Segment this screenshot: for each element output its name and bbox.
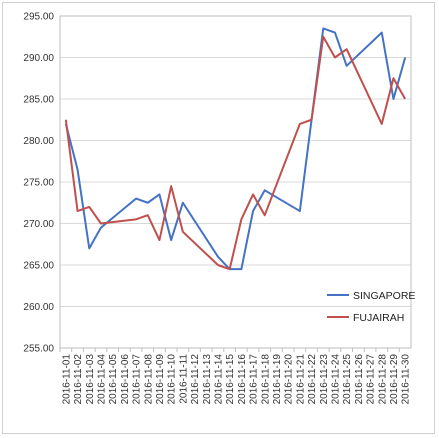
x-tick-label: 2016-11-17 bbox=[249, 354, 260, 405]
x-tick-label: 2016-11-07 bbox=[132, 354, 143, 405]
x-tick-label: 2016-11-26 bbox=[354, 354, 365, 405]
y-tick-label: 270.00 bbox=[23, 219, 54, 230]
y-axis: 295.00 290.00 285.00 280.00 275.00 270.00 265.… bbox=[23, 12, 54, 355]
x-tick-label: 2016-11-21 bbox=[295, 354, 306, 405]
x-tick-label: 2016-11-22 bbox=[307, 354, 318, 405]
legend-label: SINGAPORE bbox=[353, 290, 415, 302]
y-tick-label: 275.00 bbox=[23, 178, 54, 189]
x-tick-label: 2016-11-24 bbox=[330, 354, 341, 405]
x-tick-label: 2016-11-29 bbox=[389, 354, 400, 405]
x-axis: 2016-11-01 2016-11-02 2016-11-03 2016-11-04… bbox=[59, 348, 412, 405]
x-tick-label: 2016-11-03 bbox=[85, 354, 96, 405]
legend: SINGAPORE FUJAIRAH bbox=[327, 290, 415, 324]
x-tick-label: 2016-11-27 bbox=[366, 354, 377, 405]
y-tick-label: 285.00 bbox=[23, 95, 54, 106]
x-tick-label: 2016-11-16 bbox=[237, 354, 248, 405]
y-tick-label: 255.00 bbox=[23, 344, 54, 355]
x-tick-label: 2016-11-01 bbox=[61, 354, 72, 405]
x-tick-label: 2016-11-30 bbox=[401, 354, 412, 405]
x-tick-label: 2016-11-19 bbox=[272, 354, 283, 405]
y-tick-label: 280.00 bbox=[23, 136, 54, 147]
x-tick-label: 2016-11-06 bbox=[120, 354, 131, 405]
series-line-singapore bbox=[64, 27, 407, 271]
x-tick-label: 2016-11-15 bbox=[225, 354, 236, 405]
x-tick-label: 2016-11-23 bbox=[319, 354, 330, 405]
y-tick-label: 265.00 bbox=[23, 261, 54, 272]
y-tick-label: 260.00 bbox=[23, 302, 54, 313]
legend-label: FUJAIRAH bbox=[353, 312, 404, 324]
x-tick-label: 2016-11-28 bbox=[377, 354, 388, 405]
x-tick-label: 2016-11-14 bbox=[213, 354, 224, 405]
x-tick-label: 2016-11-13 bbox=[202, 354, 213, 405]
y-tick-label: 295.00 bbox=[23, 12, 54, 23]
x-tick-label: 2016-11-02 bbox=[73, 354, 84, 405]
y-tick-label: 290.00 bbox=[23, 53, 54, 64]
x-tick-label: 2016-11-25 bbox=[342, 354, 353, 405]
x-tick-label: 2016-11-05 bbox=[108, 354, 119, 405]
x-tick-label: 2016-11-12 bbox=[190, 354, 201, 405]
x-tick-label: 2016-11-11 bbox=[178, 354, 189, 404]
series-line-fujairah bbox=[64, 35, 407, 271]
x-tick-label: 2016-11-08 bbox=[143, 354, 154, 405]
x-tick-label: 2016-11-09 bbox=[155, 354, 166, 405]
chart-frame bbox=[2, 2, 435, 434]
x-tick-label: 2016-11-18 bbox=[260, 354, 271, 405]
series-lines bbox=[64, 27, 407, 271]
x-tick-label: 2016-11-10 bbox=[167, 354, 178, 405]
x-tick-label: 2016-11-04 bbox=[96, 354, 107, 405]
x-tick-label: 2016-11-20 bbox=[284, 354, 295, 405]
